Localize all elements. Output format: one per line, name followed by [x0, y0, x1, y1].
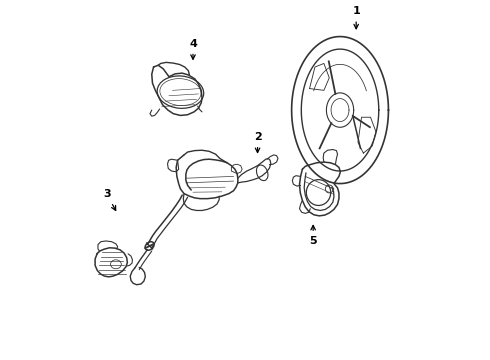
Text: 1: 1 [352, 6, 360, 29]
Text: 4: 4 [189, 39, 197, 59]
Text: 5: 5 [309, 225, 317, 246]
Text: 2: 2 [254, 132, 262, 153]
Text: 3: 3 [103, 189, 116, 210]
